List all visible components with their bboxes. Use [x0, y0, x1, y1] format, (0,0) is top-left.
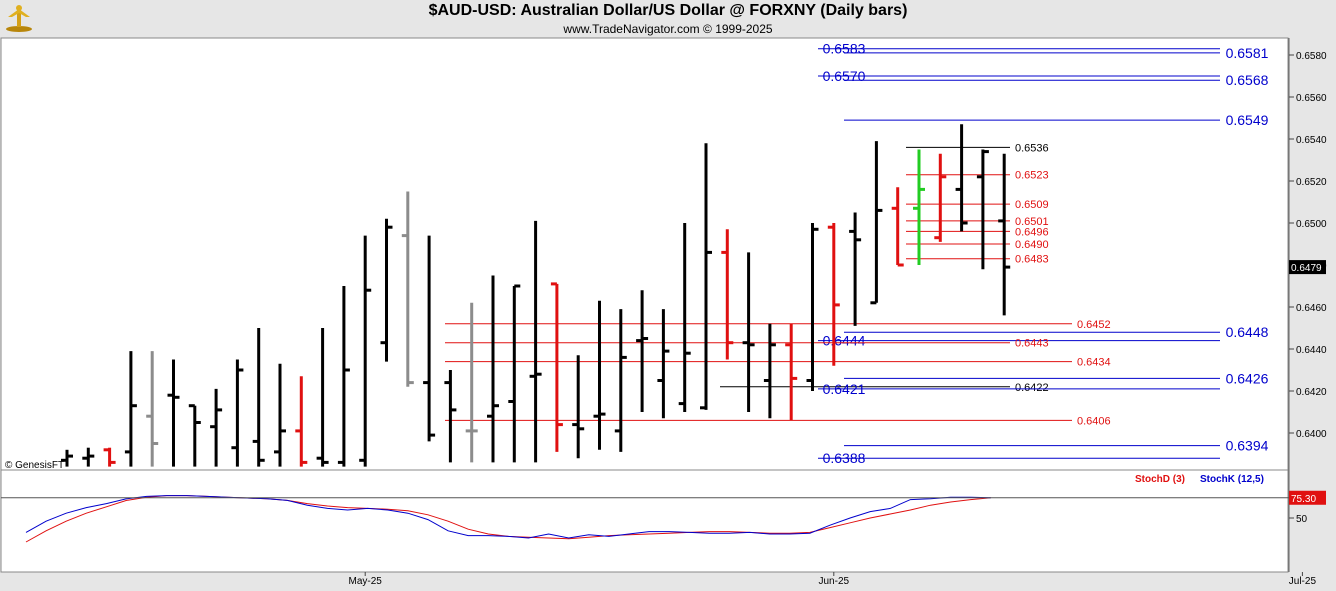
level-label: 0.6388 [823, 450, 866, 466]
level-label: 0.6496 [1015, 226, 1049, 238]
level-label: 0.6434 [1077, 357, 1111, 369]
chart-header: $AUD-USD: Australian Dollar/US Dollar @ … [0, 0, 1336, 38]
osc-y-tick-label: 50 [1296, 514, 1308, 525]
level-label: 0.6406 [1077, 415, 1111, 427]
level-label: 0.6568 [1226, 72, 1269, 88]
y-tick-label: 0.6420 [1296, 387, 1327, 398]
level-label: 0.6509 [1015, 199, 1049, 211]
last-price-label: 0.6479 [1291, 263, 1322, 274]
last-price-box [1289, 260, 1326, 275]
y-tick-label: 0.6520 [1296, 177, 1327, 188]
level-label: 0.6452 [1077, 319, 1111, 331]
y-tick-label: 0.6560 [1296, 93, 1327, 104]
level-label: 0.6581 [1226, 45, 1269, 61]
level-label: 0.6448 [1226, 324, 1269, 340]
x-tick-label: Jul-25 [1289, 576, 1317, 587]
y-tick-label: 0.6540 [1296, 135, 1327, 146]
level-label: 0.6501 [1015, 216, 1049, 228]
level-label: 0.6483 [1015, 254, 1049, 266]
chart-subtitle: www.TradeNavigator.com © 1999-2025 [563, 22, 773, 36]
level-label: 0.6523 [1015, 170, 1049, 182]
stochk-line [25, 495, 991, 539]
level-label: 0.6583 [823, 41, 866, 57]
y-tick-label: 0.6580 [1296, 51, 1327, 62]
watermark: © GenesisFT [5, 460, 64, 471]
level-label: 0.6422 [1015, 382, 1049, 394]
y-tick-label: 0.6460 [1296, 303, 1327, 314]
level-label: 0.6443 [1015, 338, 1049, 350]
level-label: 0.6536 [1015, 142, 1049, 154]
level-label: 0.6570 [823, 68, 866, 84]
level-label: 0.6490 [1015, 239, 1049, 251]
reference-label: 75.30 [1291, 494, 1316, 505]
trade-navigator-logo-icon [6, 5, 32, 32]
reference-box [1289, 490, 1326, 505]
y-tick-label: 0.6500 [1296, 219, 1327, 230]
legend-stochd: StochD (3) [1135, 474, 1185, 485]
level-label: 0.6549 [1226, 112, 1269, 128]
level-label: 0.6421 [823, 381, 866, 397]
x-tick-label: Jun-25 [819, 576, 850, 587]
x-tick-label: May-25 [349, 576, 383, 587]
y-tick-label: 0.6400 [1296, 429, 1327, 440]
level-label: 0.6394 [1226, 438, 1269, 454]
legend-stochk: StochK (12,5) [1200, 474, 1264, 485]
level-label: 0.6444 [823, 333, 866, 349]
chart-title: $AUD-USD: Australian Dollar/US Dollar @ … [428, 2, 908, 19]
level-label: 0.6426 [1226, 370, 1269, 386]
y-tick-label: 0.6440 [1296, 345, 1327, 356]
oscillator-panel [0, 469, 1289, 573]
